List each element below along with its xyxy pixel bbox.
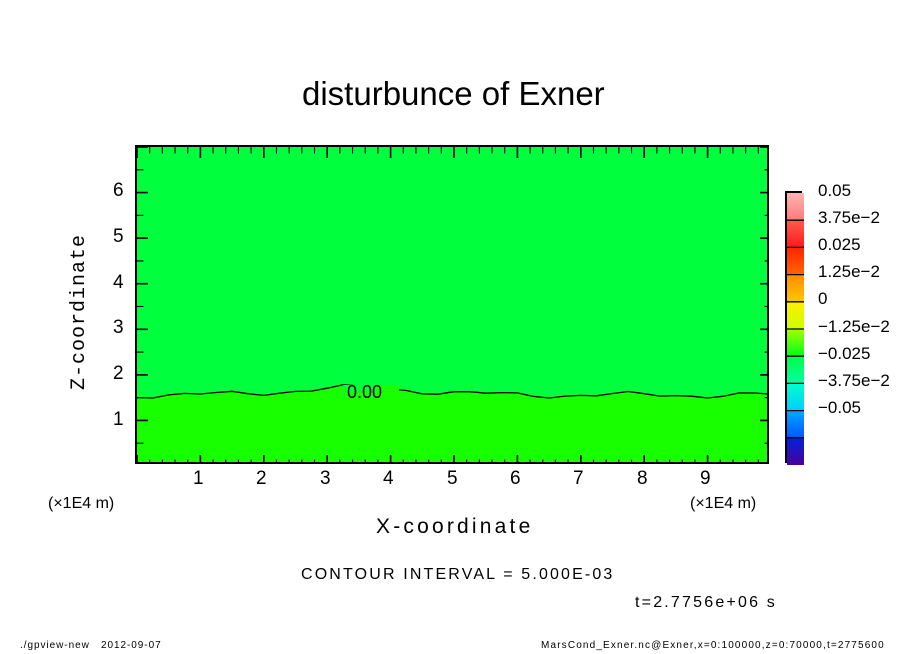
svg-text:0.00: 0.00	[347, 382, 382, 402]
